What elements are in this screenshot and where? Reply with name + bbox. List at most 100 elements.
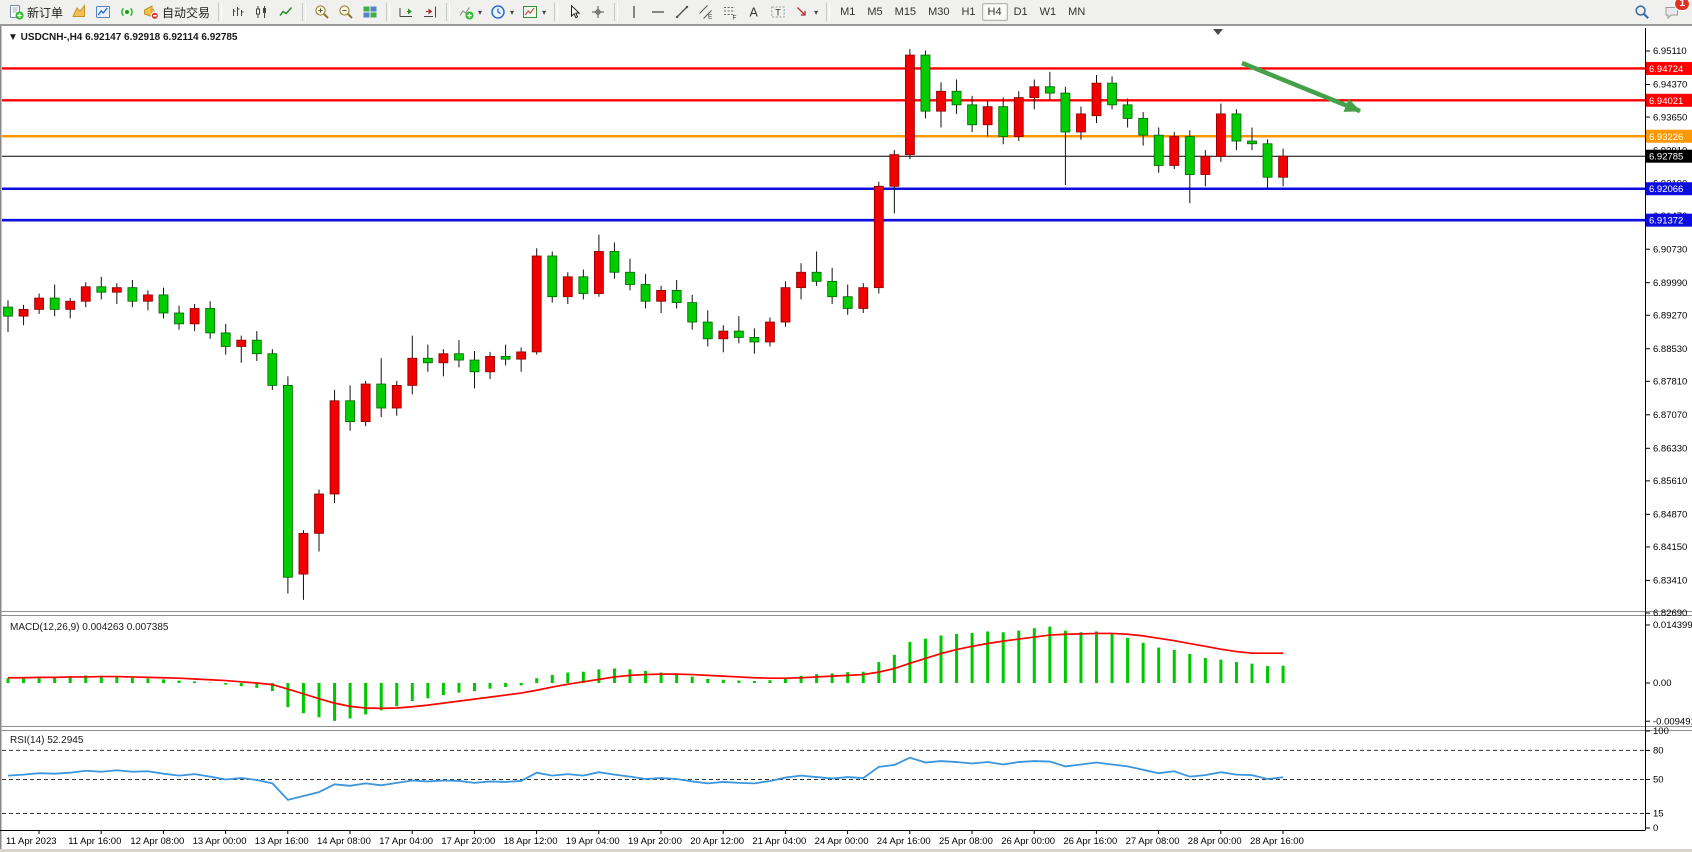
candle xyxy=(454,353,464,361)
candle xyxy=(49,297,60,310)
crosshair-button[interactable] xyxy=(586,1,610,24)
price-tick-label: 6.85610 xyxy=(1653,476,1687,487)
hline-4-badge xyxy=(1646,213,1692,227)
price-tick-label: 6.93650 xyxy=(1653,112,1687,123)
candle xyxy=(905,54,915,156)
tile-windows-button[interactable] xyxy=(358,1,382,24)
arrows-button[interactable]: ▾ xyxy=(790,1,822,24)
market-watch-button[interactable] xyxy=(91,1,115,24)
candle xyxy=(842,296,853,309)
timeframe-m30-button[interactable]: M30 xyxy=(928,6,950,18)
hline-1-badge xyxy=(1646,93,1692,107)
periods-button[interactable]: ▾ xyxy=(486,1,518,24)
profiles-button[interactable] xyxy=(67,1,91,24)
candle xyxy=(827,280,838,298)
templates-icon xyxy=(523,6,538,18)
time-tick-label: 13 Apr 16:00 xyxy=(255,836,309,847)
vertical-line-button[interactable] xyxy=(622,1,646,24)
timeframe-h4-button[interactable]: H4 xyxy=(981,3,1008,21)
candle xyxy=(1216,113,1226,157)
time-tick-label: 28 Apr 16:00 xyxy=(1250,836,1304,847)
zoom-out-button[interactable] xyxy=(334,1,358,24)
current-price-badge xyxy=(1646,149,1692,163)
arrows-icon xyxy=(797,7,806,16)
toolbar-separator xyxy=(386,3,391,21)
candle xyxy=(34,297,44,310)
auto-scroll-button[interactable] xyxy=(394,1,418,24)
hline-3-badge-label: 6.92066 xyxy=(1649,184,1683,195)
search-button[interactable] xyxy=(1630,1,1654,24)
text-button[interactable]: A xyxy=(742,1,766,24)
timeframe-mn-button[interactable]: MN xyxy=(1068,6,1086,18)
horizontal-line-button[interactable] xyxy=(646,1,670,24)
symbol-ohlc-header: ▼ USDCNH-,H4 6.92147 6.92918 6.92114 6.9… xyxy=(8,32,238,43)
bar-chart-button[interactable] xyxy=(226,1,250,24)
candle xyxy=(189,308,200,325)
zoom-in-button[interactable] xyxy=(310,1,334,24)
line-chart-button[interactable] xyxy=(274,1,298,24)
candle xyxy=(531,255,542,353)
chart-shift-marker xyxy=(1213,29,1223,35)
cursor-button[interactable] xyxy=(562,1,586,24)
toolbar-group-scroll xyxy=(394,1,442,24)
hline-4-badge-label: 6.91372 xyxy=(1649,216,1683,227)
auto-trading-button[interactable]: 自动交易 xyxy=(139,1,214,24)
toolbar-group-zoom xyxy=(310,1,382,24)
toolbar-separator xyxy=(446,3,451,21)
price-tick-label: 6.90730 xyxy=(1653,244,1687,255)
rsi-axis-label: 15 xyxy=(1653,809,1664,820)
svg-text:A: A xyxy=(750,6,759,20)
toolbar-separator xyxy=(218,3,223,21)
toolbar: 新订单 自动交易 ▾ ▾ ▾ E F A T ▾ M1 M5 M15 M30 H1 H4 D1 W1 MN 1 xyxy=(0,0,1692,25)
text-icon: A xyxy=(750,6,759,20)
new-order-button[interactable]: 新订单 xyxy=(4,1,67,24)
signals-button[interactable] xyxy=(115,1,139,24)
candle xyxy=(422,357,433,364)
toolbar-groups: ▾ ▾ ▾ E F A T ▾ xyxy=(214,1,822,24)
candle xyxy=(998,106,1009,137)
auto-scroll-icon xyxy=(399,8,413,17)
candle xyxy=(1247,140,1257,145)
candle xyxy=(111,287,122,293)
candle xyxy=(407,357,418,386)
price-tick-label: 6.88530 xyxy=(1653,344,1687,355)
equidistant-channel-button[interactable]: E xyxy=(694,1,718,24)
svg-text:F: F xyxy=(733,15,737,21)
time-tick-label: 11 Apr 16:00 xyxy=(68,836,121,847)
timeframe-m1-button[interactable]: M1 xyxy=(840,6,856,18)
toolbar-group-pointer xyxy=(562,1,610,24)
crosshair-icon xyxy=(592,6,605,18)
price-tick-label: 6.84870 xyxy=(1653,510,1687,521)
market-watch-icon xyxy=(96,6,111,18)
candlestick-chart-button[interactable] xyxy=(250,1,274,24)
timeframe-m5-button[interactable]: M5 xyxy=(867,6,883,18)
fibonacci-button[interactable]: F xyxy=(718,1,742,24)
timeframe-w1-button[interactable]: W1 xyxy=(1039,6,1057,18)
templates-button[interactable]: ▾ xyxy=(518,1,550,24)
candle xyxy=(438,353,449,364)
candle xyxy=(314,493,324,534)
trend-line-button[interactable] xyxy=(670,1,694,24)
auto-trading-icon xyxy=(144,5,159,20)
candle xyxy=(65,300,76,310)
candle xyxy=(1184,136,1195,175)
price-tick-label: 6.87070 xyxy=(1653,410,1687,421)
candle xyxy=(1278,155,1288,178)
toolbar-main-group: 新订单 自动交易 xyxy=(4,1,214,24)
candle xyxy=(609,251,620,273)
candle xyxy=(96,286,107,293)
time-tick-label: 27 Apr 08:00 xyxy=(1126,836,1180,847)
trend-arrow-object[interactable] xyxy=(1241,60,1361,114)
timeframe-h1-button[interactable]: H1 xyxy=(961,6,976,18)
price-tick-label: 6.83410 xyxy=(1653,576,1687,587)
candle xyxy=(376,383,387,409)
chart-shift-button[interactable] xyxy=(418,1,442,24)
candle xyxy=(796,271,806,289)
timeframe-d1-button[interactable]: D1 xyxy=(1013,6,1028,18)
timeframe-m15-button[interactable]: M15 xyxy=(894,6,917,18)
rsi-axis-label: 50 xyxy=(1653,775,1664,786)
notifications-button[interactable]: 1 xyxy=(1660,0,1690,24)
text-label-button[interactable]: T xyxy=(766,1,790,24)
indicators-button[interactable]: ▾ xyxy=(454,1,486,24)
